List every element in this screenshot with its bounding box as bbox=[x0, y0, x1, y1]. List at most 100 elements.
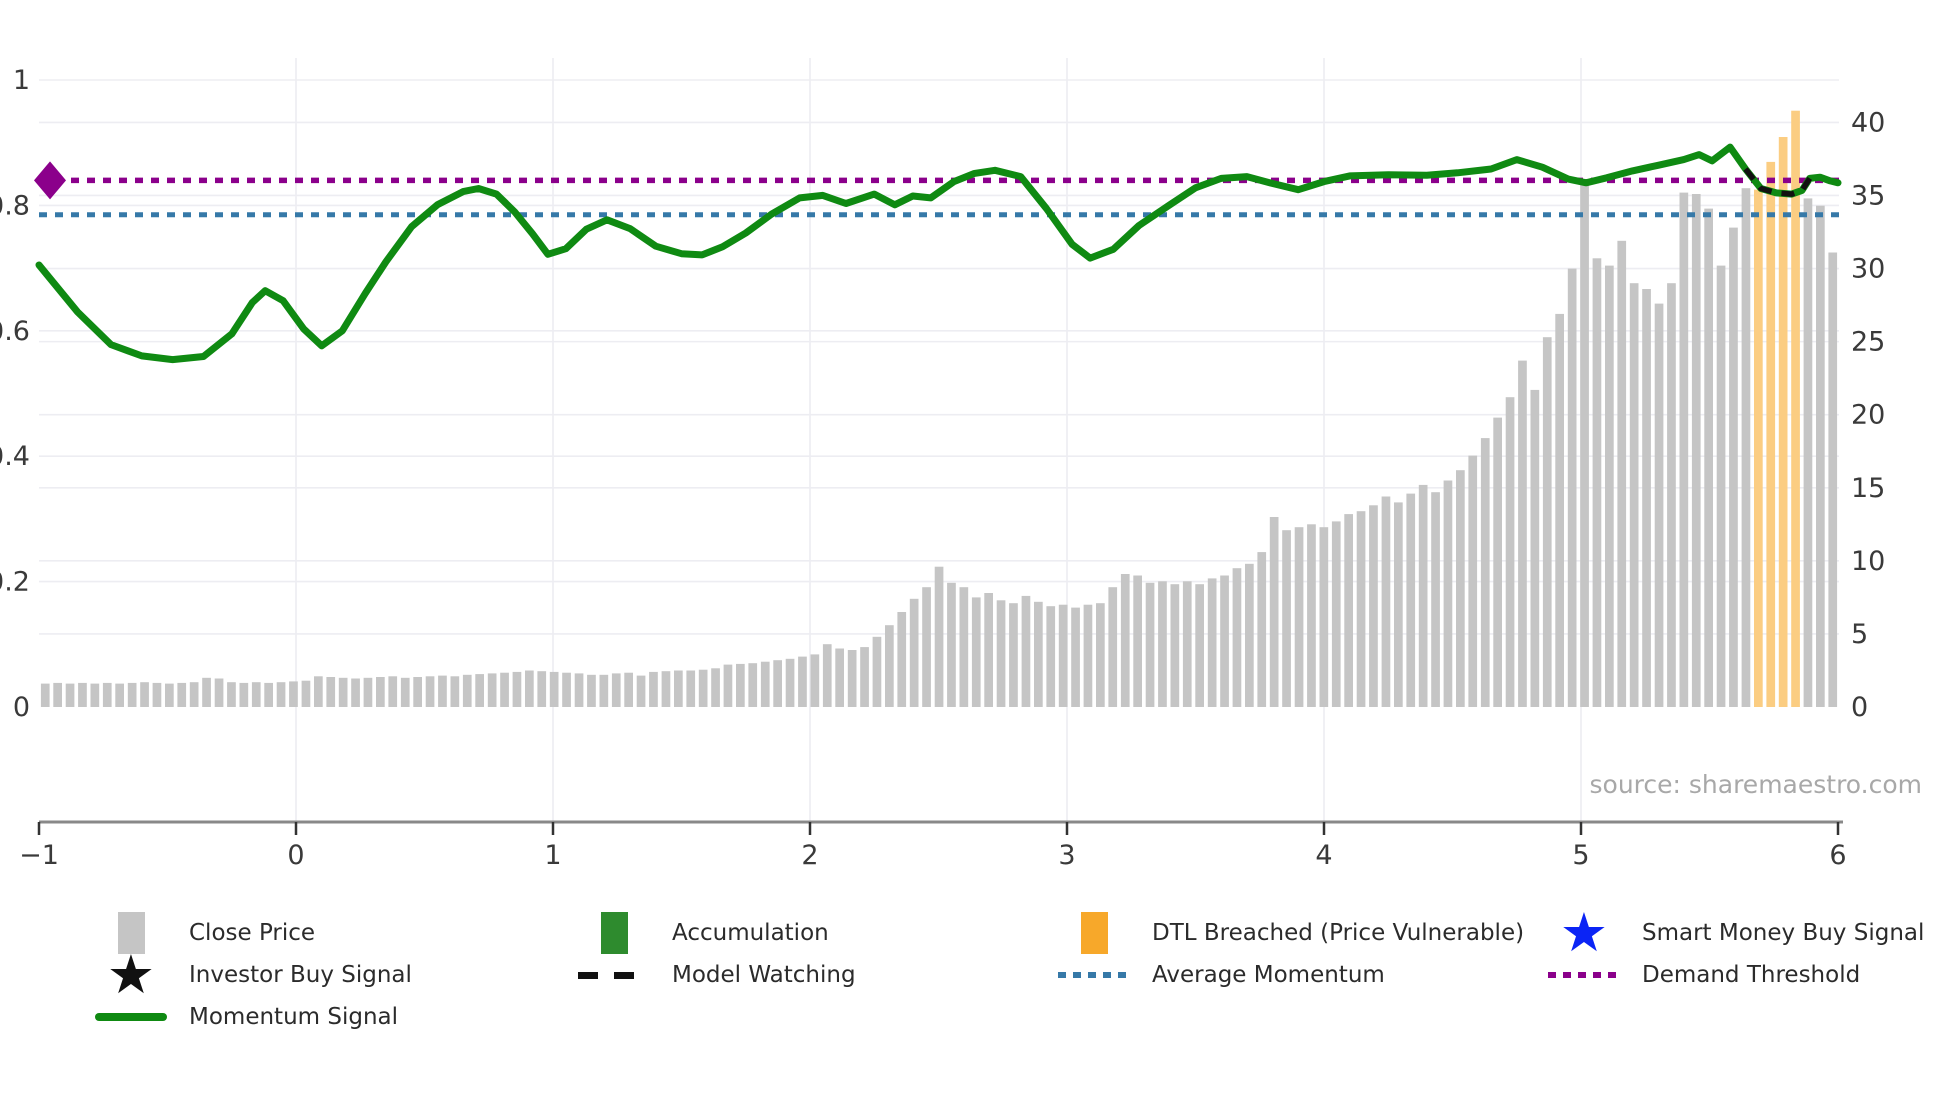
demand-threshold-line bbox=[34, 161, 1839, 200]
close-price-bar bbox=[115, 683, 124, 707]
close-price-bar bbox=[1369, 505, 1378, 707]
close-price-bar bbox=[1406, 493, 1416, 707]
close-price-bar bbox=[860, 647, 869, 707]
close-price-bar bbox=[301, 680, 311, 707]
close-price-bar bbox=[1803, 198, 1813, 707]
model-watching-path bbox=[1743, 167, 1813, 197]
close-price-bar bbox=[165, 683, 174, 707]
legend-column-1: Close Price ★ Investor Buy Signal Moment… bbox=[95, 912, 412, 1038]
close-price-bar bbox=[1133, 575, 1142, 707]
dtl-swatch-icon bbox=[1058, 912, 1130, 954]
close-price-bar bbox=[549, 671, 559, 707]
close-price-bar bbox=[996, 600, 1006, 707]
blue-dotted-line-icon bbox=[1058, 972, 1130, 978]
close-price-bar bbox=[1120, 574, 1130, 707]
close-price-bar bbox=[127, 682, 137, 707]
close-price-bar bbox=[1021, 595, 1031, 707]
close-price-bar bbox=[1431, 492, 1440, 707]
close-price-bar bbox=[1580, 182, 1589, 708]
close-price-bar bbox=[1282, 530, 1291, 707]
legend-label: Model Watching bbox=[672, 962, 856, 988]
close-price-bar bbox=[922, 587, 931, 707]
close-price-bar bbox=[934, 566, 944, 707]
close-price-bar bbox=[400, 677, 410, 707]
close-price-bar bbox=[388, 676, 398, 707]
close-price-bar bbox=[140, 682, 149, 707]
close-price-bar bbox=[1232, 568, 1242, 707]
x-tick-label: 2 bbox=[801, 840, 818, 871]
close-price-bar bbox=[624, 672, 633, 707]
accumulation-swatch-icon bbox=[578, 912, 650, 954]
close-price-bar bbox=[1245, 563, 1254, 707]
close-price-bar bbox=[1071, 607, 1080, 707]
close-price-bar bbox=[1096, 603, 1105, 707]
close-price-bar bbox=[202, 677, 211, 707]
close-price-bar bbox=[872, 636, 882, 707]
close-price-bar bbox=[1356, 511, 1366, 707]
close-price-bar bbox=[177, 682, 187, 707]
black-star-icon: ★ bbox=[106, 943, 156, 1006]
legend-item-investor-buy-signal: ★ Investor Buy Signal bbox=[95, 943, 412, 1006]
close-price-bar bbox=[214, 678, 224, 707]
legend-item-accumulation: Accumulation bbox=[578, 912, 856, 954]
close-price-bar bbox=[1381, 496, 1391, 707]
legend-item-smart-money-buy-signal: ★ Smart Money Buy Signal bbox=[1548, 901, 1925, 964]
close-price-bar bbox=[1704, 208, 1713, 707]
close-price-bar bbox=[1629, 283, 1639, 707]
legend-item-average-momentum: Average Momentum bbox=[1058, 954, 1524, 996]
x-tick-label: 5 bbox=[1572, 840, 1589, 871]
close-price-bar bbox=[462, 674, 472, 707]
close-price-bar bbox=[1009, 603, 1018, 707]
close-price-bar bbox=[599, 674, 609, 707]
legend-label: Momentum Signal bbox=[189, 1004, 399, 1030]
close-price-bar bbox=[500, 672, 509, 707]
blue-star-icon: ★ bbox=[1559, 901, 1609, 964]
close-price-bar bbox=[1592, 258, 1602, 707]
right-tick-label: 40 bbox=[1851, 107, 1885, 138]
close-price-bar bbox=[1220, 575, 1229, 707]
x-tick-label: −1 bbox=[19, 840, 59, 871]
close-price-bar bbox=[587, 674, 596, 707]
close-price-bar bbox=[227, 682, 236, 707]
legend-item-dtl-breached: DTL Breached (Price Vulnerable) bbox=[1058, 912, 1524, 954]
close-price-bar bbox=[1679, 192, 1689, 708]
close-price-swatch-icon bbox=[95, 912, 167, 954]
close-price-bar bbox=[984, 593, 993, 707]
right-tick-label: 15 bbox=[1851, 473, 1885, 504]
right-tick-label: 5 bbox=[1851, 619, 1868, 650]
right-tick-label: 30 bbox=[1851, 254, 1885, 285]
close-price-bar bbox=[53, 682, 62, 707]
close-price-bar bbox=[1108, 587, 1118, 707]
legend-label: Smart Money Buy Signal bbox=[1642, 920, 1925, 946]
close-price-bar bbox=[314, 676, 323, 707]
close-price-bar bbox=[1555, 313, 1564, 707]
legend-label: Average Momentum bbox=[1152, 962, 1385, 988]
right-tick-label: 35 bbox=[1851, 180, 1885, 211]
close-price-bar bbox=[947, 582, 956, 707]
close-price-bar bbox=[152, 682, 162, 707]
close-price-bar bbox=[90, 683, 100, 707]
close-price-bar bbox=[686, 670, 696, 707]
close-price-bar bbox=[723, 664, 733, 707]
close-price-bar bbox=[487, 673, 497, 707]
close-price-bar bbox=[1729, 227, 1738, 707]
left-tick-label: 1 bbox=[13, 65, 30, 96]
left-tick-label: 0 bbox=[13, 692, 30, 723]
close-price-bar bbox=[1418, 484, 1428, 707]
close-price-bar bbox=[289, 681, 298, 707]
close-price-bar bbox=[1394, 502, 1403, 707]
close-price-bar bbox=[376, 677, 385, 707]
close-price-bar bbox=[1605, 265, 1614, 707]
close-price-bar bbox=[450, 676, 460, 707]
close-price-bar bbox=[798, 656, 807, 707]
close-price-bar bbox=[413, 677, 422, 707]
close-price-bar bbox=[512, 671, 522, 707]
close-price-bar bbox=[1505, 397, 1515, 707]
close-price-bar bbox=[971, 597, 981, 707]
close-price-bar bbox=[611, 673, 621, 707]
close-price-bar bbox=[1344, 514, 1353, 707]
x-tick-label: 6 bbox=[1829, 840, 1846, 871]
close-price-bar bbox=[1493, 417, 1502, 707]
close-price-bar bbox=[239, 682, 249, 707]
